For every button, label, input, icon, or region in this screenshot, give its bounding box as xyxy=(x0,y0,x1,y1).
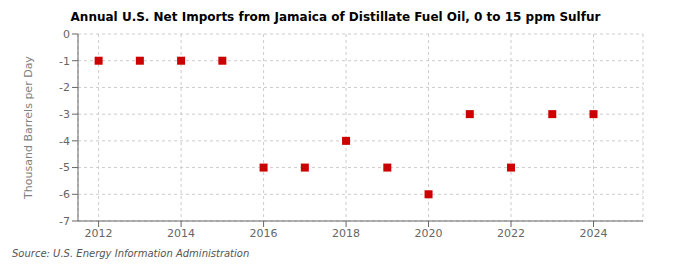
svg-text:2012: 2012 xyxy=(85,227,113,240)
svg-text:2020: 2020 xyxy=(415,227,443,240)
svg-text:-7: -7 xyxy=(59,215,70,228)
svg-text:-3: -3 xyxy=(59,108,70,121)
svg-text:-5: -5 xyxy=(59,161,70,174)
html-text:Annual U.S. Net Imports from J: Annual U.S. Net Imports from Jamaica of … xyxy=(70,10,601,24)
svg-text:-2: -2 xyxy=(59,81,70,94)
svg-text:-4: -4 xyxy=(59,135,70,148)
svg-text:0: 0 xyxy=(63,28,70,41)
svg-text:-1: -1 xyxy=(59,55,70,68)
svg-text:2022: 2022 xyxy=(497,227,525,240)
svg-text:2018: 2018 xyxy=(332,227,360,240)
svg-text:2014: 2014 xyxy=(167,227,195,240)
svg-text:2024: 2024 xyxy=(580,227,608,240)
svg-text:Thousand Barrels per Day: Thousand Barrels per Day xyxy=(22,56,35,200)
svg-text:2016: 2016 xyxy=(250,227,278,240)
svg-text:-6: -6 xyxy=(59,188,70,201)
html-text:Source: U.S. Energy Informatio: Source: U.S. Energy Information Administ… xyxy=(12,248,250,259)
